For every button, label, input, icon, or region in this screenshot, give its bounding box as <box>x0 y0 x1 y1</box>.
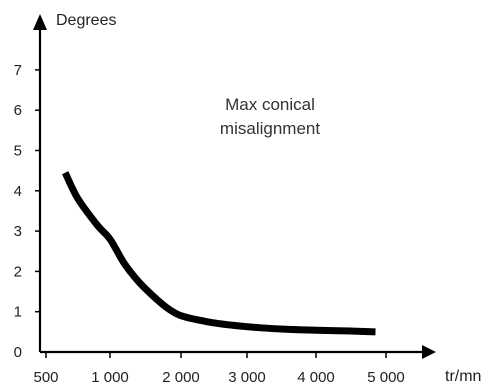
y-tick-label: 4 <box>14 183 22 200</box>
x-tick-label: 1 000 <box>91 369 129 386</box>
annotation-line-2: misalignment <box>220 119 320 138</box>
x-ticks: 500 1 000 2 000 3 000 4 000 5 000 <box>33 352 404 386</box>
series-line <box>65 173 375 332</box>
y-tick-label: 1 <box>14 304 22 321</box>
x-tick-label: 4 000 <box>297 369 335 386</box>
x-tick-label: 500 <box>33 369 58 386</box>
y-axis-arrow <box>33 14 47 30</box>
x-axis-arrow <box>422 345 436 359</box>
y-tick-label: 6 <box>14 102 22 119</box>
y-axis-label: Degrees <box>56 12 116 29</box>
y-tick-label: 3 <box>14 223 22 240</box>
y-tick-label: 7 <box>14 62 22 79</box>
y-tick-label: 2 <box>14 263 22 280</box>
y-tick-label: 5 <box>14 143 22 160</box>
y-ticks: 0 1 2 3 4 5 6 7 <box>14 62 40 361</box>
x-axis-label: tr/mn <box>445 368 481 385</box>
x-tick-label: 2 000 <box>162 369 200 386</box>
y-tick-label: 0 <box>14 344 22 361</box>
x-tick-label: 5 000 <box>367 369 405 386</box>
annotation-line-1: Max conical <box>225 95 315 114</box>
x-tick-label: 3 000 <box>228 369 266 386</box>
